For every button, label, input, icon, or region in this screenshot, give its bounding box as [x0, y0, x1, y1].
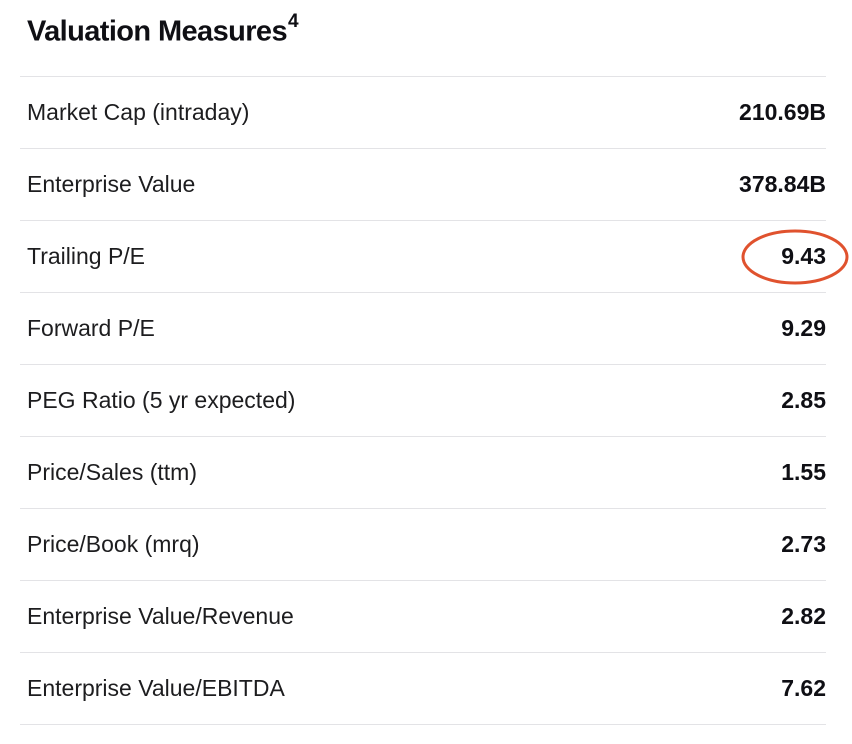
table-row: Price/Book (mrq) 2.73 — [20, 509, 826, 581]
table-row: Market Cap (intraday) 210.69B — [20, 77, 826, 149]
row-label: Enterprise Value — [27, 171, 196, 197]
row-value: 1.55 — [781, 459, 826, 485]
table-row: Enterprise Value/EBITDA 7.62 — [20, 653, 826, 725]
table-row: Enterprise Value/Revenue 2.82 — [20, 581, 826, 653]
row-label: Enterprise Value/Revenue — [27, 603, 294, 629]
row-value: 2.73 — [781, 531, 826, 557]
table-row: PEG Ratio (5 yr expected) 2.85 — [20, 365, 826, 437]
row-value: 378.84B — [739, 171, 826, 197]
row-value: 9.29 — [781, 315, 826, 341]
row-label: Price/Sales (ttm) — [27, 459, 197, 485]
row-value: 9.43 — [781, 243, 826, 269]
row-label: Enterprise Value/EBITDA — [27, 675, 285, 701]
table-row: Enterprise Value 378.84B — [20, 149, 826, 221]
table-row: Trailing P/E 9.43 — [20, 221, 826, 293]
row-value: 2.82 — [781, 603, 826, 629]
table-row: Price/Sales (ttm) 1.55 — [20, 437, 826, 509]
section-title-text: Valuation Measures — [27, 15, 288, 48]
row-label: Forward P/E — [27, 315, 155, 341]
row-value: 2.85 — [781, 387, 826, 413]
row-label: PEG Ratio (5 yr expected) — [27, 387, 296, 413]
section-title: Valuation Measures4 — [27, 11, 299, 49]
row-value: 7.62 — [781, 675, 826, 701]
footnote-marker[interactable]: 4 — [287, 11, 299, 32]
valuation-table: Market Cap (intraday) 210.69B Enterprise… — [20, 76, 826, 725]
row-value: 210.69B — [739, 99, 826, 125]
row-label: Price/Book (mrq) — [27, 531, 200, 557]
row-label: Trailing P/E — [27, 243, 146, 269]
row-label: Market Cap (intraday) — [27, 99, 250, 125]
table-row: Forward P/E 9.29 — [20, 293, 826, 365]
